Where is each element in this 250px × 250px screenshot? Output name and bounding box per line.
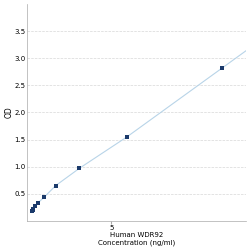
Point [220, 66, 224, 70]
Point [32, 207, 36, 211]
X-axis label: Human WDR92
Concentration (ng/ml): Human WDR92 Concentration (ng/ml) [98, 232, 175, 246]
Point [36, 201, 40, 205]
Point [30, 209, 34, 213]
Point [54, 184, 58, 188]
Point [125, 135, 129, 139]
Point [78, 166, 82, 170]
Point [42, 196, 46, 200]
Point [31, 208, 35, 212]
Point [33, 204, 37, 208]
Y-axis label: OD: OD [4, 106, 13, 118]
